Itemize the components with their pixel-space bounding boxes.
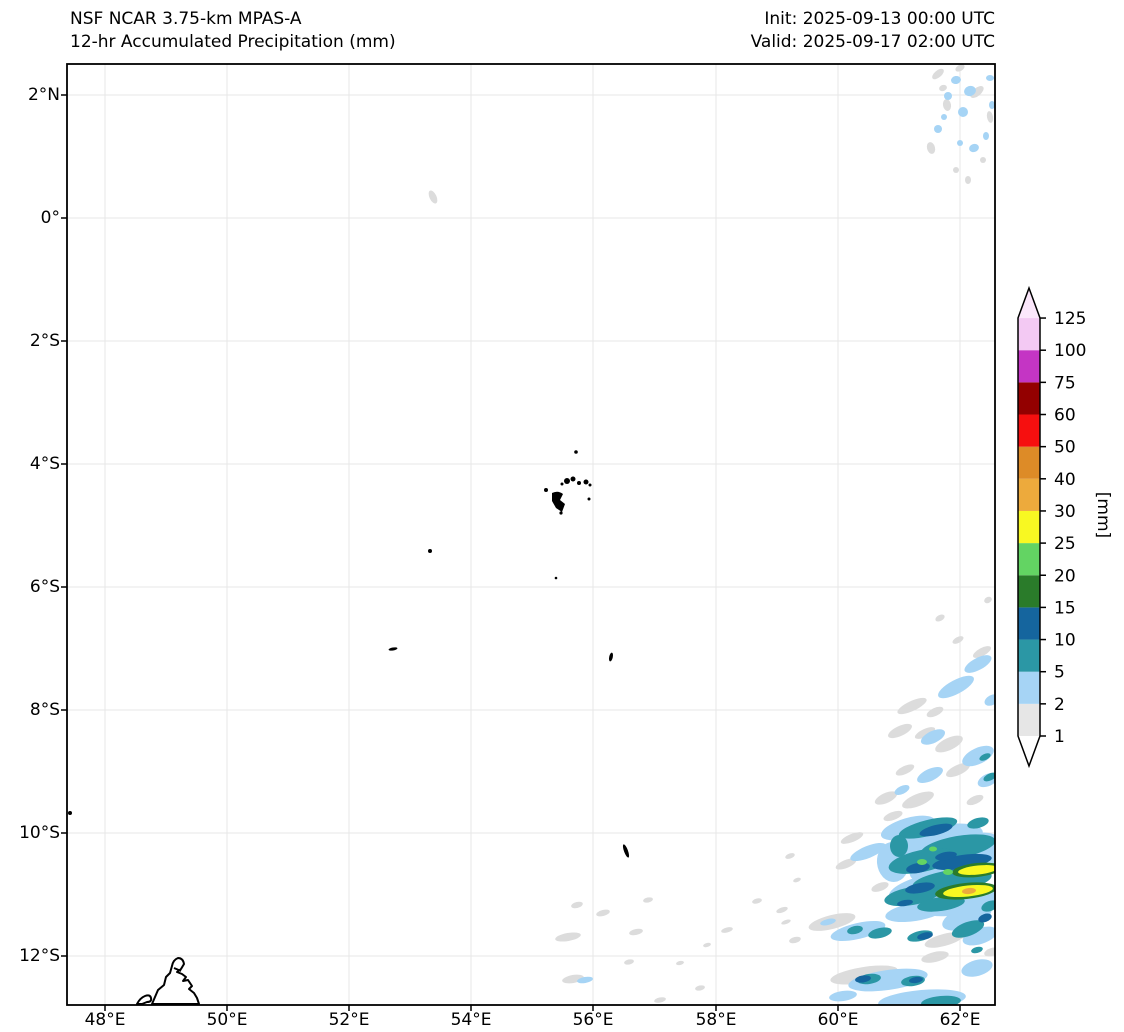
colorbar-segment (1018, 414, 1040, 447)
colorbar-segment (1018, 575, 1040, 608)
precip-30-40mm-fills (962, 887, 976, 895)
colorbar-segment (1018, 446, 1040, 479)
colorbar-tick-label: 15 (1054, 598, 1076, 618)
colorbar-tick-label: 125 (1054, 309, 1086, 329)
y-tick-label: 12°S (19, 946, 60, 966)
colorbar-segment (1018, 703, 1040, 736)
madagascar-coastline (136, 957, 200, 1005)
x-tick-label: 62°E (939, 1010, 981, 1030)
run-info: Init: 2025-09-13 00:00 UTC Valid: 2025-09… (751, 8, 995, 54)
y-tick-label: 6°S (29, 577, 60, 597)
colorbar-segment (1018, 671, 1040, 704)
colorbar-tick-label: 10 (1054, 631, 1076, 651)
y-tick-label: 8°S (29, 700, 60, 720)
colorbar-tick-label: 60 (1054, 406, 1076, 426)
y-tick-label: 10°S (19, 823, 60, 843)
y-tick-label: 2°S (29, 331, 60, 351)
colorbar-tick-label: 50 (1054, 438, 1076, 458)
colorbar-tick-label: 5 (1054, 663, 1065, 683)
colorbar-segment (1018, 382, 1040, 415)
chart-title-line2: 12-hr Accumulated Precipitation (mm) (70, 32, 396, 52)
valid-time-label: Valid: 2025-09-17 02:00 UTC (750, 32, 995, 52)
chart-title: NSF NCAR 3.75-km MPAS-A 12-hr Accumulated… (70, 8, 396, 54)
y-tick-label: 2°N (27, 85, 60, 105)
colorbar-unit-label: [mm] (1093, 492, 1113, 538)
init-time-label: Init: 2025-09-13 00:00 UTC (764, 9, 995, 29)
colorbar-segment (1018, 607, 1040, 640)
x-tick-label: 58°E (695, 1010, 737, 1030)
colorbar-tick-label: 30 (1054, 502, 1076, 522)
colorbar-segment (1018, 510, 1040, 544)
colorbar-segment (1018, 478, 1040, 511)
island-outlines (68, 450, 630, 858)
colorbar-tick-label: 1 (1054, 727, 1065, 747)
colorbar-tick-label: 100 (1054, 341, 1086, 361)
colorbar-tick-label: 25 (1054, 534, 1076, 554)
plot-frame (61, 63, 996, 1011)
colorbar-tick-label: 40 (1054, 470, 1076, 490)
x-tick-label: 52°E (328, 1010, 370, 1030)
colorbar-under-arrow (1018, 736, 1040, 766)
colorbar-segment (1018, 639, 1040, 672)
colorbar-segment (1018, 543, 1040, 576)
colorbar-tick-label: 2 (1054, 695, 1065, 715)
precip-10-15mm-fills (855, 823, 992, 984)
x-tick-label: 54°E (450, 1010, 492, 1030)
colorbar-segment (1018, 318, 1040, 351)
colorbar-tick-label: 75 (1054, 373, 1076, 393)
colorbar-segment (1018, 350, 1040, 383)
x-tick-label: 48°E (84, 1010, 126, 1030)
precip-20-25mm-fills (917, 846, 953, 875)
y-tick-label: 4°S (29, 454, 60, 474)
x-tick-label: 60°E (817, 1010, 859, 1030)
precip-25-30mm-fills (943, 865, 995, 898)
y-tick-label: 0° (40, 208, 60, 228)
colorbar-over-arrow (1018, 288, 1040, 319)
grid-lines (67, 64, 995, 1005)
colorbar-tick-label: 20 (1054, 566, 1076, 586)
x-tick-label: 50°E (206, 1010, 248, 1030)
chart-title-line1: NSF NCAR 3.75-km MPAS-A (70, 9, 302, 29)
x-tick-label: 56°E (572, 1010, 614, 1030)
